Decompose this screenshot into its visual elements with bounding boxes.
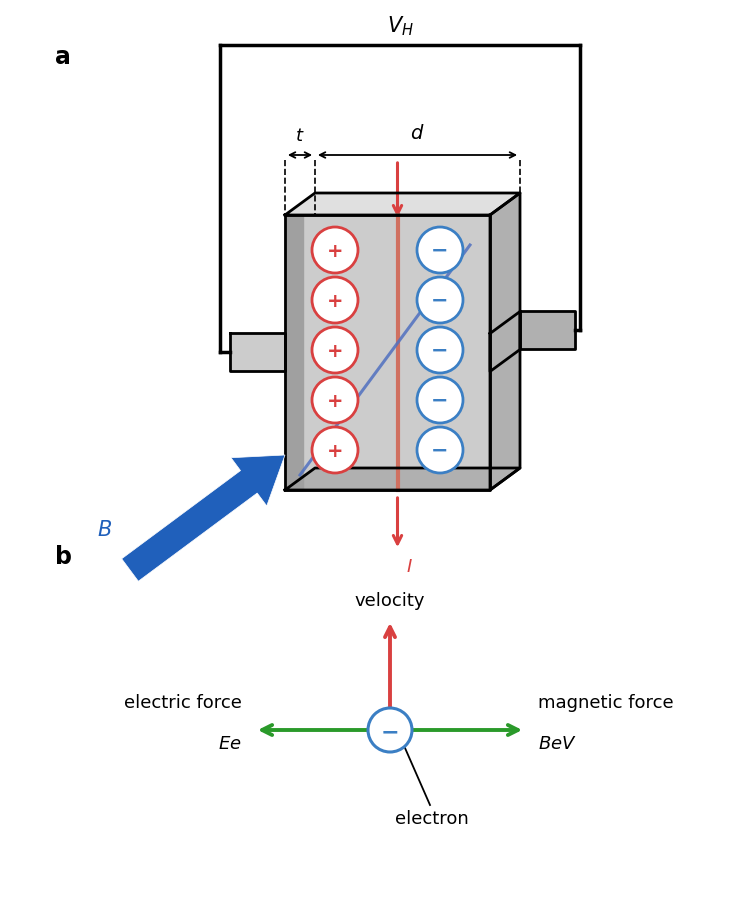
Text: +: + [327, 292, 343, 310]
Polygon shape [285, 215, 303, 490]
Text: velocity: velocity [355, 592, 425, 610]
Text: $V_H$: $V_H$ [386, 14, 413, 38]
Polygon shape [285, 193, 520, 215]
Circle shape [368, 708, 412, 752]
Polygon shape [122, 455, 285, 581]
Circle shape [312, 277, 358, 323]
Polygon shape [490, 311, 520, 371]
Circle shape [417, 227, 463, 273]
Text: electric force: electric force [124, 694, 242, 712]
Circle shape [312, 427, 358, 473]
Text: −: − [381, 722, 399, 742]
Circle shape [417, 377, 463, 423]
Polygon shape [520, 311, 575, 350]
Text: $B$: $B$ [97, 520, 112, 540]
Text: electron: electron [395, 810, 469, 828]
Circle shape [417, 277, 463, 323]
Circle shape [312, 377, 358, 423]
Text: $I$: $I$ [406, 558, 412, 576]
Text: $t$: $t$ [295, 127, 304, 145]
Text: $d$: $d$ [410, 124, 425, 143]
Polygon shape [285, 215, 490, 490]
Text: −: − [432, 441, 449, 461]
Text: +: + [327, 441, 343, 460]
Circle shape [312, 227, 358, 273]
Text: magnetic force: magnetic force [538, 694, 674, 712]
Circle shape [417, 327, 463, 373]
Text: −: − [432, 391, 449, 411]
Polygon shape [285, 468, 520, 490]
Text: a: a [55, 45, 71, 69]
Text: b: b [55, 545, 72, 569]
Polygon shape [230, 334, 285, 371]
Text: $Ee$: $Ee$ [218, 735, 242, 753]
Circle shape [417, 427, 463, 473]
Text: +: + [327, 342, 343, 361]
Text: +: + [327, 241, 343, 260]
Text: +: + [327, 391, 343, 411]
Text: −: − [432, 241, 449, 261]
Circle shape [312, 327, 358, 373]
Text: −: − [432, 341, 449, 361]
Text: −: − [432, 291, 449, 311]
Text: $BeV$: $BeV$ [538, 735, 576, 753]
Polygon shape [490, 193, 520, 490]
